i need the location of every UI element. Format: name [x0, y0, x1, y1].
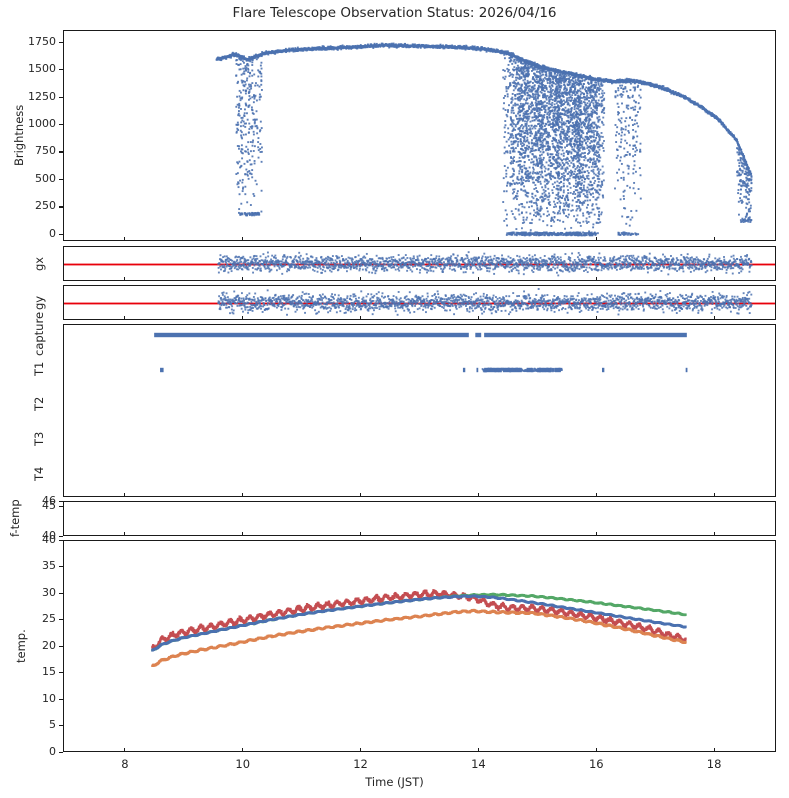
- y-tick-brightness-2: [59, 178, 63, 181]
- x-tick-brightness-2: [360, 237, 362, 241]
- x-tick-brightness-1: [242, 237, 244, 241]
- y-tick-f_temp-1: [59, 506, 63, 508]
- panel-brightness: [63, 30, 776, 241]
- x-tick-brightness-4: [595, 237, 597, 241]
- y-tick-temperature-0: [59, 751, 63, 753]
- x-tick-gx-1: [242, 277, 244, 281]
- x-ticklabel-3: 14: [458, 757, 498, 771]
- panel-f_temp: [63, 501, 776, 536]
- y-ticklabel-brightness-0: 0: [0, 227, 56, 240]
- x-tick-gx-0: [124, 277, 126, 281]
- y-tick-brightness-5: [59, 96, 63, 98]
- x-ticklabel-5: 18: [694, 757, 734, 771]
- y-ticklabel-temperature-3: 15: [0, 665, 56, 678]
- x-tick-gy-3: [477, 316, 480, 320]
- x-tick-f_temp-2: [360, 532, 362, 536]
- x-tick-capture_status-2: [360, 493, 362, 497]
- y-tick-temperature-1: [59, 725, 63, 727]
- y-tick-temperature-3: [59, 672, 63, 674]
- x-tick-f_temp-3: [477, 532, 480, 536]
- x-tick-temperature-4: [595, 748, 597, 752]
- y-ticklabel-brightness-6: 1500: [0, 62, 56, 75]
- y-ticklabel-brightness-2: 500: [0, 172, 56, 185]
- x-tick-gy-2: [360, 316, 362, 320]
- x-tick-f_temp-5: [713, 532, 715, 536]
- x-tick-gx-3: [477, 277, 480, 281]
- y-axis-label-gx: gx: [32, 246, 46, 281]
- x-tick-f_temp-0: [124, 532, 126, 536]
- x-tick-gy-5: [713, 316, 715, 320]
- x-tick-temperature-3: [477, 748, 480, 752]
- y-tick-brightness-3: [59, 151, 63, 153]
- x-tick-gx-2: [360, 277, 362, 281]
- y-tick-f_temp-0: [59, 535, 63, 537]
- x-ticklabel-1: 10: [223, 757, 263, 771]
- y-ticklabel-brightness-1: 250: [0, 199, 56, 212]
- y-ticklabel-brightness-3: 750: [0, 144, 56, 157]
- y-ticklabel-temperature-6: 30: [0, 586, 56, 599]
- x-tick-temperature-5: [713, 748, 715, 752]
- x-tick-f_temp-1: [242, 532, 244, 536]
- y-tick-temperature-5: [59, 619, 63, 621]
- y-tick-brightness-7: [59, 41, 63, 43]
- x-axis-label: Time (JST): [0, 775, 789, 789]
- x-tick-gy-4: [595, 316, 597, 320]
- y-ticklabel-capture-T4: T4: [32, 450, 46, 498]
- y-axis-label-brightness: Brightness: [12, 30, 26, 241]
- y-ticklabel-brightness-4: 1000: [0, 117, 56, 130]
- x-tick-gx-5: [713, 277, 715, 281]
- y-tick-temperature-6: [59, 592, 63, 594]
- x-tick-capture_status-1: [242, 493, 244, 497]
- y-ticklabel-temperature-8: 40: [0, 533, 56, 546]
- x-tick-capture_status-5: [713, 493, 715, 497]
- x-tick-temperature-2: [360, 748, 362, 752]
- x-tick-brightness-0: [124, 237, 126, 241]
- y-tick-brightness-6: [59, 69, 63, 71]
- y-ticklabel-f_temp-1: 45: [0, 499, 56, 512]
- y-ticklabel-temperature-0: 0: [0, 745, 56, 758]
- y-ticklabel-temperature-7: 35: [0, 559, 56, 572]
- y-tick-brightness-0: [59, 233, 63, 235]
- x-tick-temperature-1: [242, 748, 244, 752]
- x-tick-f_temp-4: [595, 532, 597, 536]
- panel-gy: [63, 285, 776, 320]
- y-tick-temperature-8: [59, 539, 63, 541]
- y-tick-temperature-4: [59, 645, 63, 647]
- y-ticklabel-temperature-5: 25: [0, 612, 56, 625]
- x-tick-brightness-3: [477, 237, 480, 241]
- y-ticklabel-temperature-4: 20: [0, 639, 56, 652]
- x-tick-capture_status-3: [477, 493, 480, 497]
- y-ticklabel-temperature-2: 10: [0, 692, 56, 705]
- y-tick-temperature-2: [59, 698, 63, 700]
- panel-temperature: [63, 540, 776, 752]
- y-ticklabel-brightness-7: 1750: [0, 35, 56, 48]
- y-ticklabel-brightness-5: 1250: [0, 90, 56, 103]
- y-ticklabel-f_temp-0: 40: [0, 529, 56, 542]
- y-ticklabel-temperature-1: 5: [0, 718, 56, 731]
- y-ticklabel-f_temp-2: 46: [0, 494, 56, 507]
- x-tick-gy-0: [124, 316, 126, 320]
- x-tick-capture_status-0: [124, 493, 126, 497]
- y-axis-label-temperature: temp.: [14, 540, 28, 752]
- x-tick-brightness-5: [713, 237, 715, 241]
- x-tick-gy-1: [242, 316, 244, 320]
- y-tick-brightness-4: [59, 124, 63, 126]
- panel-capture_status: [63, 324, 776, 497]
- y-tick-temperature-7: [59, 566, 63, 568]
- chart-title: Flare Telescope Observation Status: 2026…: [0, 5, 789, 21]
- y-axis-label-f_temp: f-temp: [8, 500, 22, 538]
- y-tick-f_temp-2: [59, 500, 63, 502]
- x-tick-capture_status-4: [595, 493, 597, 497]
- y-tick-brightness-1: [59, 206, 63, 208]
- x-tick-gx-4: [595, 277, 597, 281]
- x-ticklabel-2: 12: [341, 757, 381, 771]
- x-ticklabel-0: 8: [105, 757, 145, 771]
- x-tick-temperature-0: [124, 748, 126, 752]
- x-ticklabel-4: 16: [576, 757, 616, 771]
- panel-gx: [63, 246, 776, 281]
